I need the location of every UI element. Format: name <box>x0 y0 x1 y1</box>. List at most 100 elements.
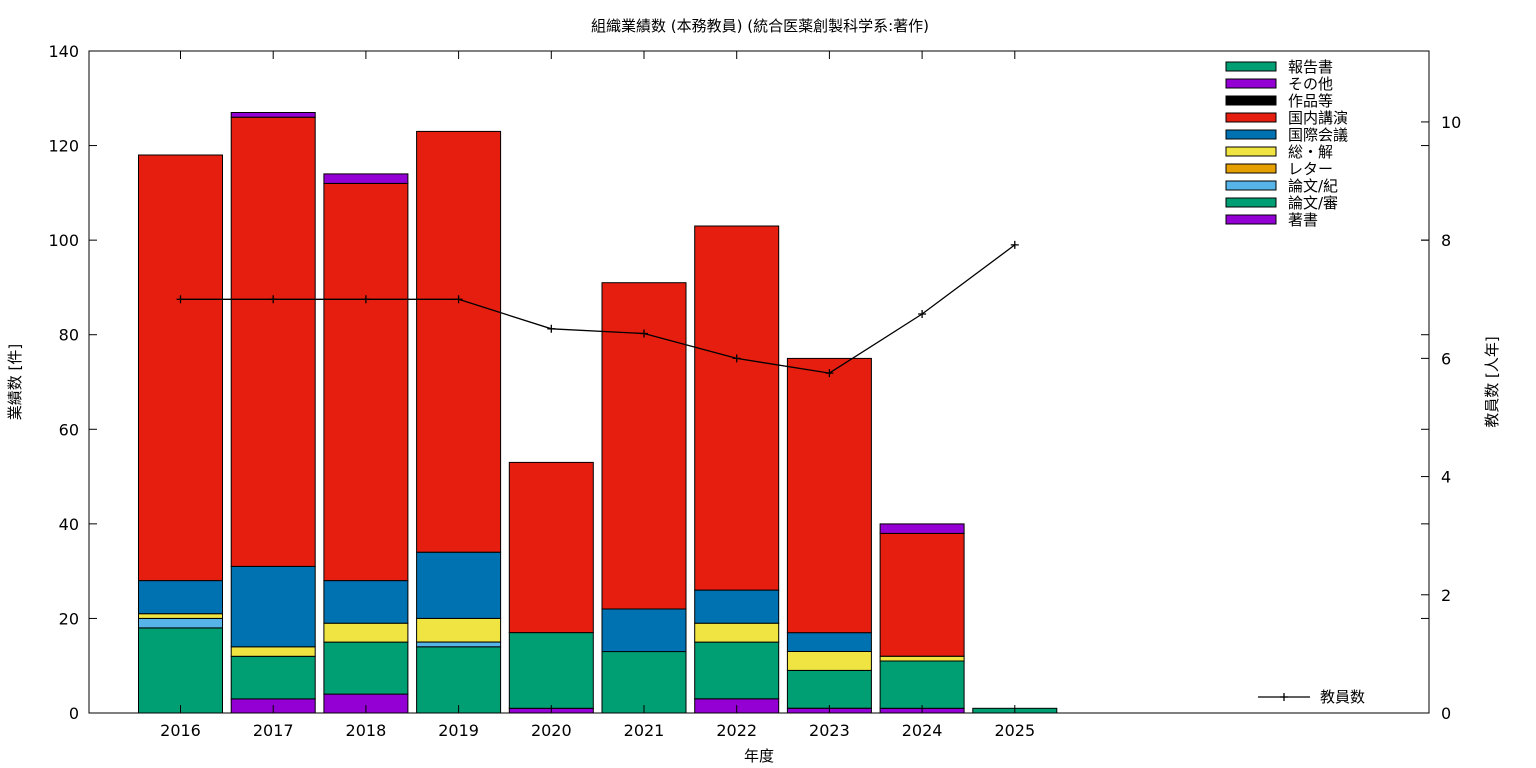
legend-swatch-8 <box>1225 78 1277 89</box>
bar-2022-series-4 <box>694 622 780 643</box>
line-point-2020 <box>547 324 556 333</box>
y-tick-label-140: 140 <box>48 42 79 61</box>
line-series-faculty <box>180 244 1016 374</box>
line-point-2022 <box>732 354 741 363</box>
line-point-2025 <box>1010 240 1019 249</box>
line-point-2021 <box>640 329 648 338</box>
x-tick-label-2025: 2025 <box>994 721 1035 740</box>
bar-2016-series-6 <box>138 154 223 582</box>
bar-2019-series-5 <box>416 551 502 619</box>
bar-2022-series-1 <box>694 641 780 700</box>
bar-2021-series-5 <box>601 608 687 653</box>
x-axis-label: 年度 <box>744 747 774 765</box>
legend-swatch-2 <box>1225 180 1277 191</box>
bar-2024-series-6 <box>879 532 965 657</box>
legend-swatch-1 <box>1225 197 1277 208</box>
legend-label-9: 報告書 <box>1288 58 1333 76</box>
chart-title: 組織業績数 (本務教員) (統合医薬創製科学系:著作) <box>591 17 929 35</box>
bar-2024-series-8 <box>879 523 965 534</box>
y2-tick-label-6: 6 <box>1441 349 1451 368</box>
bar-2019-series-1 <box>416 646 502 714</box>
bar-2023-series-1 <box>786 669 872 709</box>
legend-label-3: レター <box>1288 160 1333 178</box>
y-tick-label-20: 20 <box>59 609 79 628</box>
x-tick-label-2019: 2019 <box>438 721 479 740</box>
bar-2018-series-8 <box>323 173 409 184</box>
legend-swatch-6 <box>1225 112 1277 123</box>
y2-tick-label-2: 2 <box>1441 586 1451 605</box>
line-point-2016 <box>176 295 185 304</box>
y-tick-label-0: 0 <box>69 704 79 723</box>
legend-label-0: 著書 <box>1288 211 1318 229</box>
bar-2020-series-6 <box>508 461 594 634</box>
bar-2024-series-4 <box>879 655 965 662</box>
x-tick-label-2018: 2018 <box>346 721 387 740</box>
y-tick-label-120: 120 <box>48 137 79 156</box>
bar-2016-series-4 <box>138 613 223 619</box>
bar-2018-series-6 <box>323 182 409 582</box>
y2-tick-label-0: 0 <box>1441 704 1451 723</box>
y-axis-label: 業績数 [件] <box>6 344 24 420</box>
x-tick-label-2021: 2021 <box>624 721 665 740</box>
bar-2024-series-1 <box>879 660 965 709</box>
x-tick-label-2020: 2020 <box>531 721 572 740</box>
legend-swatch-4 <box>1225 146 1277 157</box>
line-point-2023 <box>825 369 834 378</box>
y2-axis-label: 教員数 [人年] <box>1483 336 1501 427</box>
bar-2017-series-4 <box>230 646 316 657</box>
bar-2017-series-5 <box>230 565 316 648</box>
y-tick-label-40: 40 <box>59 515 79 534</box>
legend-label-1: 論文/審 <box>1288 194 1338 212</box>
line-point-2018 <box>361 295 370 304</box>
legend-label-7: 作品等 <box>1288 92 1333 110</box>
plot-frame <box>88 50 1430 714</box>
y2-tick-label-4: 4 <box>1441 468 1451 487</box>
x-tick-label-2017: 2017 <box>253 721 294 740</box>
bar-2023-series-5 <box>786 632 872 652</box>
bar-2016-series-5 <box>138 580 223 615</box>
bar-2018-series-4 <box>323 622 409 643</box>
bar-2017-series-6 <box>230 116 316 567</box>
legend-swatch-7 <box>1225 95 1277 106</box>
bar-2017-series-1 <box>230 655 316 700</box>
bar-2019-series-2 <box>416 641 502 648</box>
line-point-2017 <box>269 295 278 304</box>
x-tick-label-2023: 2023 <box>809 721 850 740</box>
bar-2023-series-6 <box>786 357 872 634</box>
bar-2021-series-1 <box>601 651 687 714</box>
y-tick-label-60: 60 <box>59 420 79 439</box>
x-tick-label-2016: 2016 <box>160 721 201 740</box>
legend-label-2: 論文/紀 <box>1288 177 1338 195</box>
line-point-2024 <box>918 310 927 319</box>
bar-2022-series-6 <box>694 225 780 591</box>
legend-swatch-3 <box>1225 163 1277 174</box>
y2-tick-label-8: 8 <box>1441 231 1451 250</box>
legend-label-6: 国内講演 <box>1288 109 1348 127</box>
bar-2018-series-5 <box>323 580 409 624</box>
bar-2019-series-4 <box>416 617 502 643</box>
legend-swatch-5 <box>1225 129 1277 140</box>
bar-2019-series-6 <box>416 130 502 553</box>
y-tick-label-80: 80 <box>59 326 79 345</box>
legend-label-5: 国際会議 <box>1288 126 1348 144</box>
legend-label-8: その他 <box>1288 75 1333 93</box>
legend-swatch-9 <box>1225 61 1277 72</box>
x-tick-label-2024: 2024 <box>902 721 943 740</box>
bar-2022-series-5 <box>694 589 780 624</box>
bar-2023-series-4 <box>786 651 872 671</box>
axes-group: 0 20 40 60 80 100 120 140 0 2 4 6 8 10 2016 2017 2018 201… <box>48 42 1461 740</box>
legend-label-line: 教員数 <box>1320 688 1365 706</box>
bar-2017-series-8 <box>230 112 316 118</box>
legend-swatch-0 <box>1225 214 1277 225</box>
y-tick-label-100: 100 <box>48 231 79 250</box>
bar-2018-series-1 <box>323 641 409 695</box>
y2-tick-label-10: 10 <box>1441 113 1461 132</box>
x-tick-label-2022: 2022 <box>716 721 757 740</box>
bar-2020-series-1 <box>508 632 594 709</box>
legend-line-marker <box>1280 693 1288 701</box>
bar-2016-series-2 <box>138 617 223 629</box>
line-group <box>176 240 1019 378</box>
legend-label-4: 総・解 <box>1288 143 1333 161</box>
